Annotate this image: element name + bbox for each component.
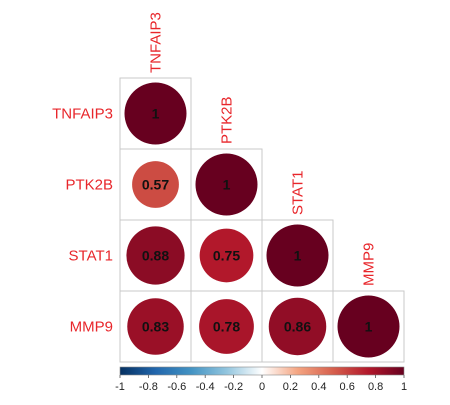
corr-value-label: 1: [365, 319, 373, 335]
corr-value-label: 1: [294, 248, 302, 264]
corr-value-label: 0.88: [142, 248, 169, 264]
corr-circle: [337, 295, 400, 358]
row-label: STAT1: [69, 248, 113, 265]
colorbar-tick-label: 0.2: [283, 381, 298, 393]
colorbar-tick-label: 0.8: [368, 381, 383, 393]
corr-value-label: 1: [223, 177, 231, 193]
colorbar-tick-label: 0.4: [311, 381, 326, 393]
colorbar-tick-label: -1: [115, 381, 125, 393]
column-label: STAT1: [290, 171, 307, 215]
corr-circle: [268, 297, 327, 356]
colorbar-tick-label: 1: [401, 381, 407, 393]
colorbar-tick-label: -0.4: [196, 381, 215, 393]
corr-circle: [132, 161, 179, 208]
column-label: TNFAIP3: [148, 12, 165, 73]
corr-circle: [199, 299, 254, 354]
colorbar: [119, 366, 405, 376]
corr-value-label: 0.75: [213, 248, 240, 264]
row-label: TNFAIP3: [52, 106, 113, 123]
corr-circle: [126, 226, 185, 285]
colorbar-tick-label: 0.6: [340, 381, 355, 393]
colorbar-tick-label: 0: [259, 381, 265, 393]
corr-value-label: 0.83: [142, 319, 169, 335]
corr-circle: [199, 228, 254, 283]
row-label: MMP9: [70, 319, 113, 336]
corr-value-label: 0.78: [213, 319, 240, 335]
corr-circle: [195, 153, 258, 216]
corr-circle: [266, 224, 329, 287]
row-label: PTK2B: [65, 177, 113, 194]
corr-value-label: 1: [152, 106, 160, 122]
colorbar-tick-label: -0.6: [167, 381, 186, 393]
colorbar-tick-label: -0.2: [224, 381, 243, 393]
column-label: MMP9: [361, 243, 378, 286]
corr-circle: [124, 82, 187, 145]
corr-value-label: 0.86: [284, 319, 311, 335]
grid-cell: [332, 290, 405, 363]
corr-circle: [127, 298, 184, 355]
column-label: PTK2B: [219, 96, 236, 144]
colorbar-tick-label: -0.8: [139, 381, 158, 393]
corr-value-label: 0.57: [142, 177, 169, 193]
